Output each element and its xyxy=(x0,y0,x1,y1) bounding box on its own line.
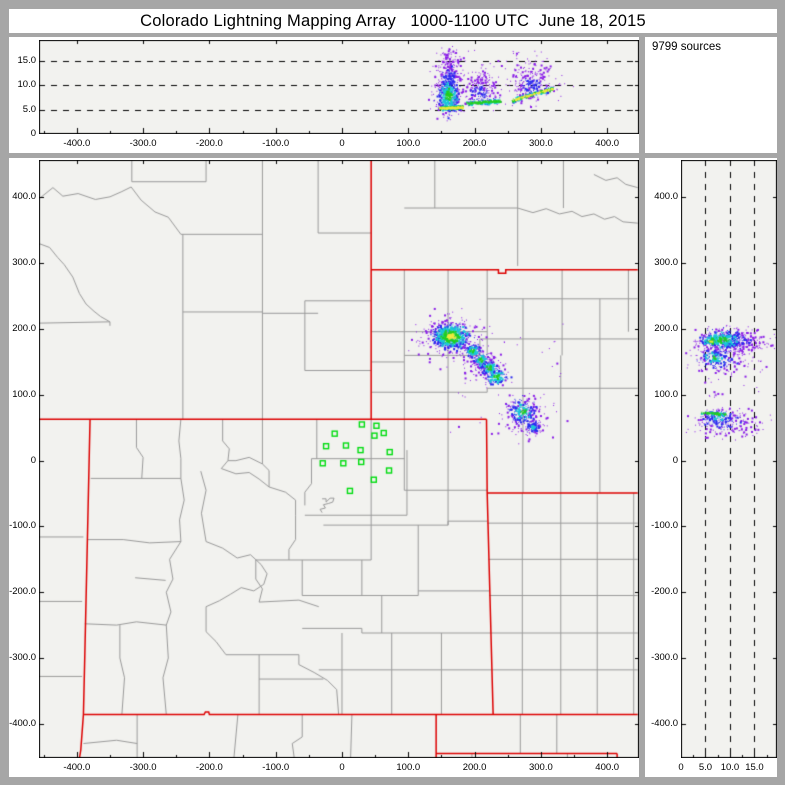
tick-label: 5.0 xyxy=(22,103,36,115)
tick-label: 200.0 xyxy=(654,323,678,335)
tick-label: 15.0 xyxy=(17,54,37,66)
tick-label: 0 xyxy=(339,762,345,773)
tick-label: -300.0 xyxy=(651,652,678,663)
tick-label: 10.0 xyxy=(17,79,37,91)
sources-count-label: 9799 sources xyxy=(652,41,722,53)
tick-label: -300.0 xyxy=(129,138,157,149)
tick-label: 100.0 xyxy=(654,388,678,400)
tick-label: -400.0 xyxy=(63,762,91,773)
tick-label: -100.0 xyxy=(9,520,36,532)
tick-label: 0 xyxy=(339,138,345,149)
page-title: Colorado Lightning Mapping Array 1000-11… xyxy=(140,11,646,30)
altitude-ns-plot[interactable] xyxy=(681,160,777,758)
tick-label: -200.0 xyxy=(195,762,223,773)
tick-label: 0 xyxy=(30,128,36,139)
tick-label: 400.0 xyxy=(654,191,678,203)
tick-label: 200.0 xyxy=(462,762,487,773)
tick-label: 100.0 xyxy=(12,388,36,400)
tick-label: -100.0 xyxy=(651,520,678,532)
tick-label: -200.0 xyxy=(651,586,678,598)
tick-label: 200.0 xyxy=(462,138,487,149)
tick-label: 400.0 xyxy=(595,762,620,773)
tick-label: -400.0 xyxy=(9,717,36,729)
tick-label: -400.0 xyxy=(63,138,91,149)
tick-label: -300.0 xyxy=(129,762,157,773)
tick-label: -400.0 xyxy=(651,717,678,729)
tick-label: 300.0 xyxy=(12,257,36,269)
tick-label: -200.0 xyxy=(9,586,36,598)
altitude-ew-plot[interactable] xyxy=(39,40,639,134)
tick-label: 10.0 xyxy=(720,762,740,773)
tick-label: 300.0 xyxy=(528,138,553,149)
tick-label: 400.0 xyxy=(12,191,36,203)
tick-label: -200.0 xyxy=(195,138,223,149)
tick-label: -300.0 xyxy=(9,652,36,663)
tick-label: 300.0 xyxy=(528,762,553,773)
tick-label: 200.0 xyxy=(12,323,36,335)
tick-label: 15.0 xyxy=(745,762,764,773)
title-bar: Colorado Lightning Mapping Array 1000-11… xyxy=(9,9,777,33)
tick-label: 300.0 xyxy=(654,257,678,269)
tick-label: 5.0 xyxy=(698,762,713,773)
plan-view-map-plot[interactable] xyxy=(39,160,639,758)
tick-label: -100.0 xyxy=(262,138,290,149)
tick-label: 0 xyxy=(672,454,678,466)
tick-label: 100.0 xyxy=(396,138,421,149)
tick-label: -100.0 xyxy=(262,762,290,773)
tick-label: 0 xyxy=(30,454,36,466)
tick-label: 100.0 xyxy=(396,762,421,773)
tick-label: 400.0 xyxy=(595,138,620,149)
tick-label: 0 xyxy=(678,762,684,773)
sources-count-box: 9799 sources xyxy=(645,37,777,153)
